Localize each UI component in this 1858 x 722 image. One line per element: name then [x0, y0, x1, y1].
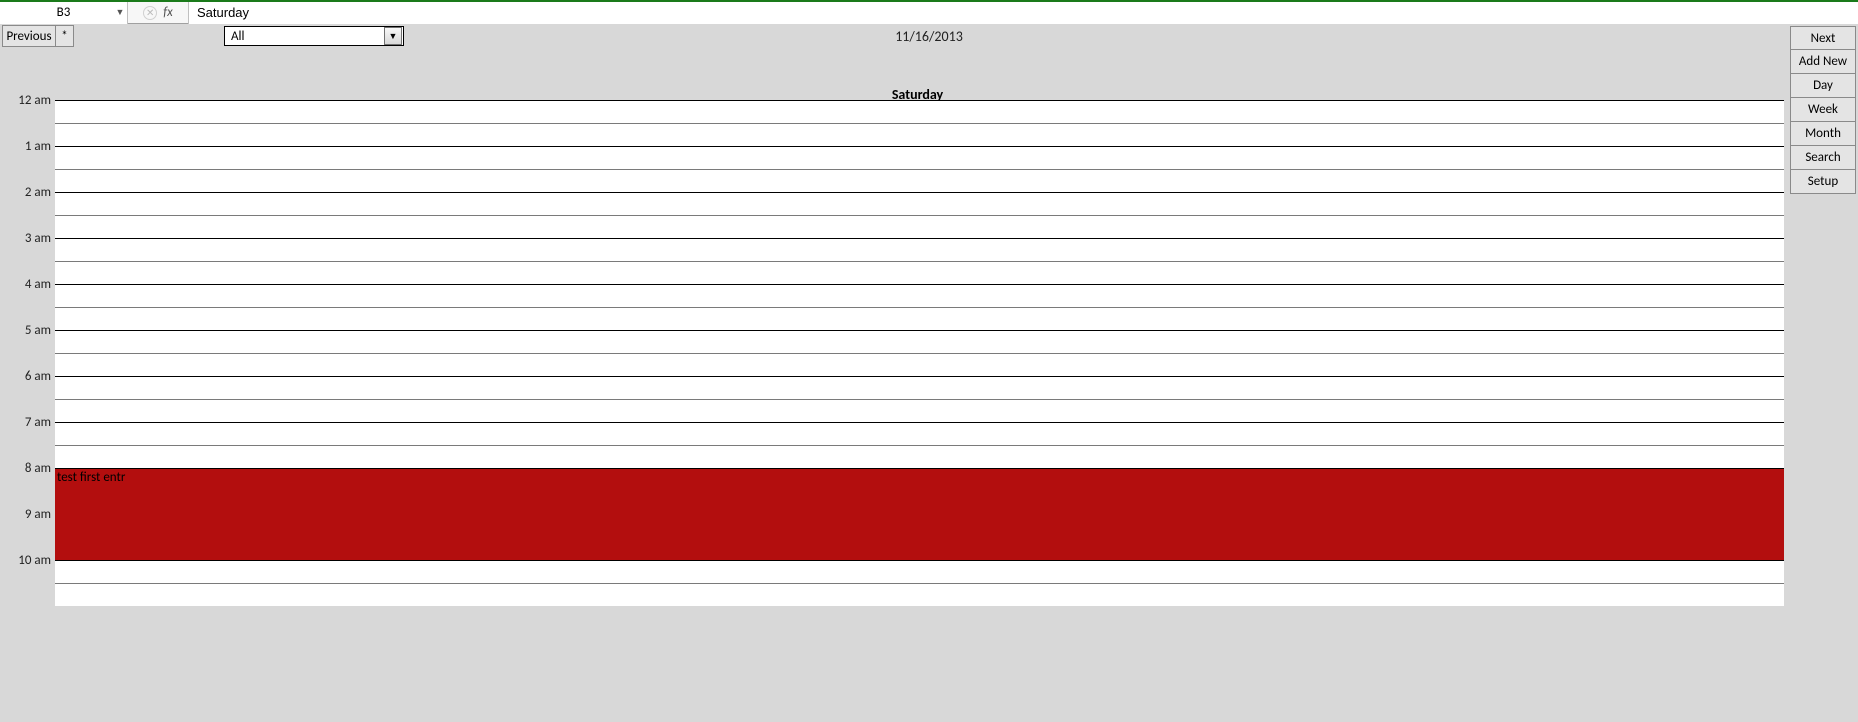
time-label: 4 am: [0, 277, 55, 292]
time-slot[interactable]: [55, 560, 1784, 583]
search-button[interactable]: Search: [1790, 146, 1856, 170]
time-slot[interactable]: [55, 307, 1784, 330]
time-slot[interactable]: [55, 330, 1784, 353]
time-label: 12 am: [0, 93, 55, 108]
formula-input[interactable]: [188, 2, 1858, 24]
fx-icon[interactable]: fx: [163, 5, 173, 20]
time-label: 5 am: [0, 323, 55, 338]
name-box[interactable]: B3 ▼: [0, 2, 128, 24]
time-slot[interactable]: [55, 215, 1784, 238]
calendar-grid: 12 am1 am2 am3 am4 am5 am6 am7 am8 am9 a…: [0, 100, 1784, 722]
time-slot[interactable]: [55, 238, 1784, 261]
cancel-icon[interactable]: ✕: [143, 6, 157, 20]
time-slot[interactable]: [55, 445, 1784, 468]
date-label: 11/16/2013: [895, 28, 963, 45]
time-slot[interactable]: [55, 100, 1784, 123]
formula-bar: B3 ▼ ✕ fx: [0, 0, 1858, 24]
time-slot[interactable]: [55, 399, 1784, 422]
filter-dropdown-value: All: [225, 29, 384, 44]
time-slot[interactable]: [55, 376, 1784, 399]
time-label: 1 am: [0, 139, 55, 154]
star-button[interactable]: *: [56, 25, 74, 47]
time-label: 9 am: [0, 507, 55, 522]
time-slot[interactable]: [55, 422, 1784, 445]
time-label: 2 am: [0, 185, 55, 200]
time-label: 7 am: [0, 415, 55, 430]
time-label: 6 am: [0, 369, 55, 384]
add-new-button[interactable]: Add New: [1790, 50, 1856, 74]
main-area: Previous * All ▼ 11/16/2013 Next Add New…: [0, 24, 1858, 722]
next-button[interactable]: Next: [1790, 26, 1856, 50]
name-box-text: B3: [0, 5, 127, 20]
previous-button[interactable]: Previous: [2, 25, 56, 47]
right-button-column: Next Add New Day Week Month Search Setup: [1790, 26, 1856, 194]
month-button[interactable]: Month: [1790, 122, 1856, 146]
time-label: 10 am: [0, 553, 55, 568]
time-slot[interactable]: [55, 261, 1784, 284]
time-slot[interactable]: [55, 284, 1784, 307]
time-slot[interactable]: [55, 192, 1784, 215]
formula-bar-buttons: ✕ fx: [128, 5, 188, 20]
day-button[interactable]: Day: [1790, 74, 1856, 98]
time-label: 8 am: [0, 461, 55, 476]
time-slot[interactable]: [55, 353, 1784, 376]
time-slot[interactable]: [55, 169, 1784, 192]
week-button[interactable]: Week: [1790, 98, 1856, 122]
time-slot[interactable]: [55, 123, 1784, 146]
time-label: 3 am: [0, 231, 55, 246]
chevron-down-icon[interactable]: ▼: [384, 27, 402, 45]
time-slot[interactable]: [55, 583, 1784, 606]
name-box-dropdown-icon[interactable]: ▼: [115, 7, 125, 18]
filter-dropdown[interactable]: All ▼: [224, 26, 404, 46]
time-slot[interactable]: [55, 146, 1784, 169]
toolbar-row: Previous * All ▼ 11/16/2013: [0, 24, 1858, 48]
calendar-event[interactable]: test first entr: [55, 468, 1784, 560]
setup-button[interactable]: Setup: [1790, 170, 1856, 194]
